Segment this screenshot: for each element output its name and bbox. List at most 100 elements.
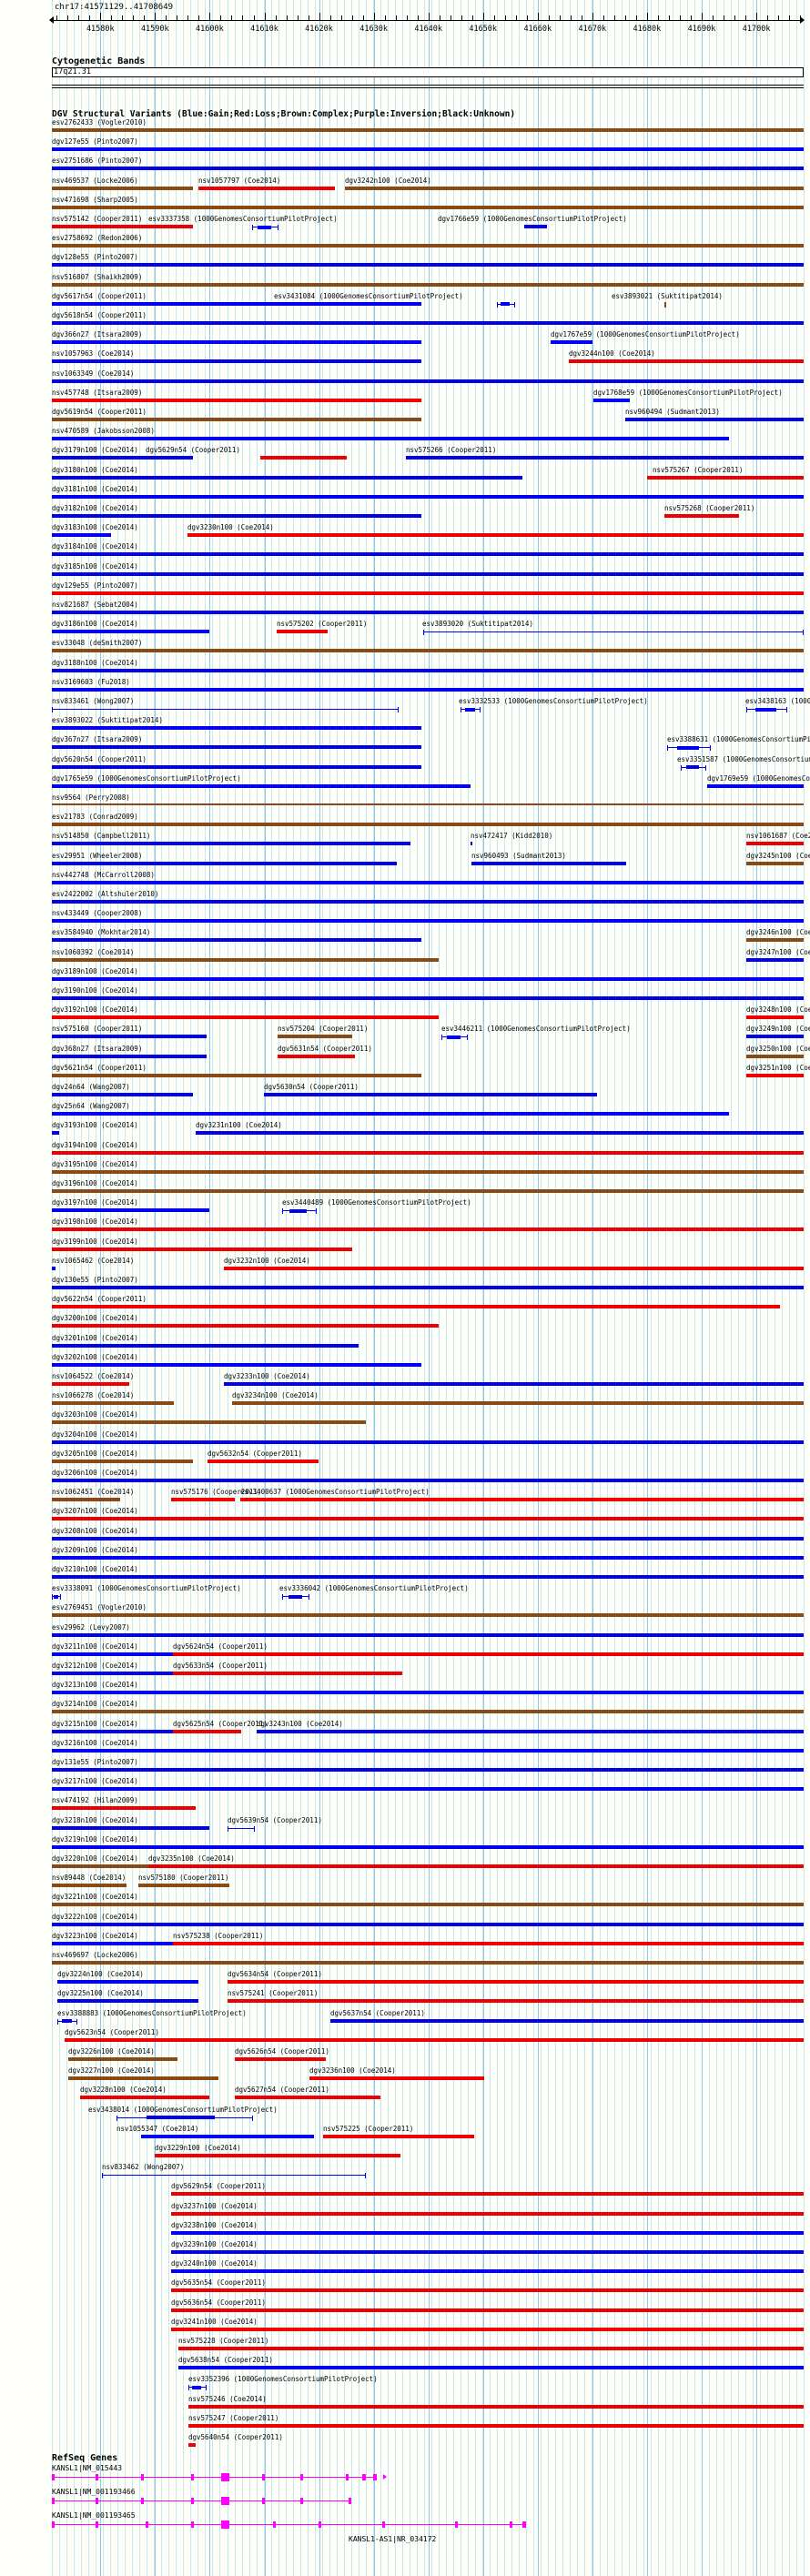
- ruler-left-arrow-icon[interactable]: [49, 16, 54, 24]
- variant-bar[interactable]: [224, 1266, 804, 1270]
- variant-label[interactable]: dgv3236n100 (Coe2014): [309, 2066, 396, 2076]
- variant-label[interactable]: nsv433449 (Cooper2008): [52, 909, 143, 918]
- variant-label[interactable]: dgv3249n100 (Coe2014): [746, 1025, 810, 1034]
- variant-label[interactable]: nsv575268 (Cooper2011): [664, 504, 755, 512]
- variant-label[interactable]: dgv5624n54 (Cooper2011): [173, 1642, 268, 1651]
- variant-bar[interactable]: [52, 379, 804, 383]
- variant-bar[interactable]: [52, 1324, 439, 1328]
- variant-bar[interactable]: [52, 611, 804, 614]
- variant-label[interactable]: dgv1767e59 (1000GenomesConsortiumPilotPr…: [551, 330, 740, 339]
- variant-label[interactable]: dgv3194n100 (Coe2014): [52, 1140, 138, 1149]
- gene-exon[interactable]: [510, 2520, 512, 2528]
- gene-exon[interactable]: [262, 2497, 265, 2504]
- variant-bar[interactable]: [62, 2019, 72, 2024]
- variant-bar[interactable]: [52, 321, 804, 325]
- variant-label[interactable]: dgv3218n100 (Coe2014): [52, 1815, 138, 1824]
- variant-bar[interactable]: [260, 456, 347, 460]
- variant-bar[interactable]: [52, 823, 804, 827]
- variant-label[interactable]: esv21783 (Conrad2009): [52, 813, 138, 822]
- variant-bar[interactable]: [52, 745, 421, 750]
- variant-bar[interactable]: [52, 842, 410, 846]
- variant-label[interactable]: dgv3199n100 (Coe2014): [52, 1237, 138, 1246]
- variant-bar[interactable]: [171, 2308, 804, 2312]
- gene-exon[interactable]: [191, 2520, 194, 2528]
- variant-bar[interactable]: [52, 147, 804, 152]
- variant-bar[interactable]: [52, 1884, 127, 1888]
- variant-label[interactable]: dgv3237n100 (Coe2014): [171, 2201, 258, 2210]
- variant-bar[interactable]: [52, 1401, 174, 1406]
- variant-label[interactable]: esv29962 (Levy2007): [52, 1622, 130, 1631]
- variant-bar[interactable]: [52, 1844, 804, 1849]
- variant-bar[interactable]: [235, 2057, 326, 2061]
- gene-exon[interactable]: [52, 2473, 55, 2480]
- variant-label[interactable]: dgv3219n100 (Coe2014): [52, 1834, 138, 1844]
- variant-bar[interactable]: [141, 2134, 314, 2138]
- variant-bar[interactable]: [707, 783, 804, 788]
- variant-bar[interactable]: [52, 494, 804, 499]
- variant-label[interactable]: dgv24n64 (Wang2007): [52, 1083, 130, 1091]
- variant-label[interactable]: dgv3223n100 (Coe2014): [52, 1931, 138, 1940]
- variant-label[interactable]: dgv3195n100 (Coe2014): [52, 1159, 138, 1168]
- variant-label[interactable]: nsv1060392 (Coe2014): [52, 947, 135, 956]
- variant-label[interactable]: nsv469537 (Locke2006): [52, 176, 138, 185]
- variant-bar[interactable]: [228, 1999, 804, 2004]
- variant-label[interactable]: dgv5629n54 (Cooper2011): [171, 2182, 266, 2191]
- variant-label[interactable]: dgv3246n100 (Coe2014): [746, 928, 810, 937]
- variant-label[interactable]: dgv3180n100 (Coe2014): [52, 465, 138, 474]
- variant-label[interactable]: dgv3208n100 (Coe2014): [52, 1526, 138, 1535]
- gene-exon[interactable]: [273, 2520, 276, 2528]
- variant-label[interactable]: nsv575246 (Coe2014): [188, 2394, 267, 2403]
- variant-bar[interactable]: [52, 630, 209, 634]
- variant-label[interactable]: dgv3232n100 (Coe2014): [224, 1256, 310, 1265]
- variant-label[interactable]: esv2422002 (Altshuler2010): [52, 890, 159, 898]
- variant-bar[interactable]: [52, 205, 804, 209]
- variant-label[interactable]: esv3388883 (1000GenomesConsortiumPilotPr…: [57, 2008, 247, 2017]
- variant-bar[interactable]: [52, 591, 804, 595]
- variant-bar[interactable]: [52, 1903, 804, 1907]
- variant-label[interactable]: dgv5627n54 (Cooper2011): [235, 2086, 329, 2095]
- variant-bar[interactable]: [52, 1420, 366, 1425]
- gene-exon[interactable]: [362, 2473, 366, 2480]
- gene-exon[interactable]: [382, 2520, 385, 2528]
- variant-label[interactable]: nsv575176 (Cooper2011): [171, 1488, 262, 1497]
- variant-label[interactable]: dgv5626n54 (Cooper2011): [235, 2047, 329, 2056]
- gene-label[interactable]: KANSL1|NM_001193466: [52, 2488, 136, 2496]
- variant-label[interactable]: nsv1055347 (Coe2014): [116, 2124, 199, 2133]
- variant-label[interactable]: nsv1061687 (Coe2014): [746, 832, 810, 841]
- variant-bar[interactable]: [686, 765, 699, 770]
- variant-bar[interactable]: [289, 1208, 307, 1213]
- variant-label[interactable]: dgv3192n100 (Coe2014): [52, 1005, 138, 1015]
- variant-bar[interactable]: [258, 225, 271, 229]
- gene-label[interactable]: KANSL1|NM_015443: [52, 2464, 123, 2472]
- variant-bar[interactable]: [52, 225, 193, 228]
- variant-label[interactable]: dgv3251n100 (Coe2014): [746, 1063, 810, 1072]
- variant-bar[interactable]: [52, 649, 804, 653]
- variant-label[interactable]: esv3400637 (1000GenomesConsortiumPilotPr…: [240, 1488, 430, 1497]
- variant-label[interactable]: nsv474192 (Hilan2009): [52, 1796, 138, 1805]
- variant-bar[interactable]: [235, 2096, 380, 2100]
- variant-label[interactable]: dgv3247n100 (Coe2014): [746, 947, 810, 956]
- variant-label[interactable]: nsv575247 (Cooper2011): [188, 2413, 279, 2422]
- variant-label[interactable]: dgv5620n54 (Cooper2011): [52, 754, 147, 763]
- variant-bar[interactable]: [171, 2288, 804, 2293]
- variant-label[interactable]: dgv3226n100 (Coe2014): [68, 2047, 155, 2056]
- variant-label[interactable]: dgv3238n100 (Coe2014): [171, 2220, 258, 2229]
- variant-label[interactable]: dgv5630n54 (Cooper2011): [264, 1083, 359, 1091]
- cytogenetic-band-box[interactable]: [52, 67, 804, 77]
- variant-label[interactable]: dgv3245n100 (Coe2014): [746, 851, 810, 860]
- variant-label[interactable]: dgv3205n100 (Coe2014): [52, 1449, 138, 1458]
- variant-label[interactable]: dgv3242n100 (Coe2014): [345, 176, 431, 185]
- variant-bar[interactable]: [52, 1613, 804, 1618]
- variant-bar[interactable]: [171, 1498, 235, 1502]
- variant-bar[interactable]: [173, 1729, 241, 1733]
- variant-label[interactable]: dgv3211n100 (Coe2014): [52, 1642, 138, 1651]
- variant-label[interactable]: dgv3206n100 (Coe2014): [52, 1469, 138, 1477]
- variant-label[interactable]: dgv3210n100 (Coe2014): [52, 1565, 138, 1573]
- variant-label[interactable]: nsv9564 (Perry2008): [52, 793, 130, 802]
- variant-bar[interactable]: [746, 1035, 804, 1039]
- variant-bar[interactable]: [52, 1498, 120, 1502]
- variant-bar[interactable]: [52, 783, 471, 788]
- variant-bar[interactable]: [52, 456, 193, 460]
- variant-bar[interactable]: [52, 1787, 804, 1792]
- gene-exon[interactable]: [96, 2520, 98, 2528]
